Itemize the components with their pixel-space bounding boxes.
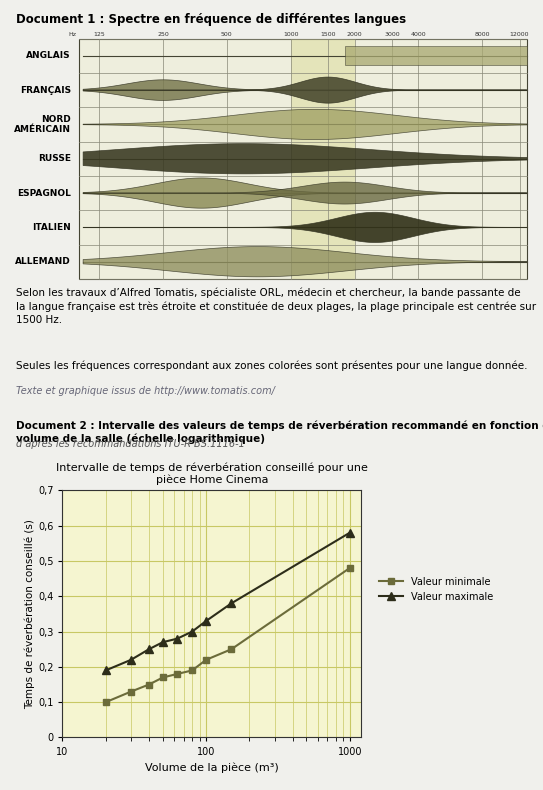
Valeur maximale	[174, 634, 180, 643]
Text: ANGLAIS: ANGLAIS	[26, 51, 71, 60]
X-axis label: Volume de la pièce (m³): Volume de la pièce (m³)	[145, 762, 279, 773]
Text: RUSSE: RUSSE	[38, 154, 71, 164]
Valeur minimale	[174, 669, 180, 679]
Valeur maximale	[146, 645, 152, 654]
Legend: Valeur minimale, Valeur maximale: Valeur minimale, Valeur maximale	[375, 573, 497, 606]
Polygon shape	[83, 80, 527, 100]
Text: d’après les recommandations ITU-R BS.1116-1: d’après les recommandations ITU-R BS.111…	[16, 439, 245, 450]
Valeur maximale	[189, 626, 195, 636]
Text: 500: 500	[221, 32, 232, 37]
Polygon shape	[83, 144, 527, 174]
Text: 8000: 8000	[475, 32, 490, 37]
Text: 12000: 12000	[510, 32, 529, 37]
Bar	[345, 46, 527, 66]
Valeur maximale	[203, 616, 210, 626]
Text: ALLEMAND: ALLEMAND	[15, 258, 71, 266]
Text: NORD
AMÉRICAIN: NORD AMÉRICAIN	[14, 115, 71, 134]
Text: 250: 250	[157, 32, 169, 37]
Polygon shape	[83, 213, 527, 243]
Text: 125: 125	[93, 32, 105, 37]
Valeur minimale	[146, 679, 152, 689]
Valeur minimale	[203, 655, 210, 664]
Polygon shape	[83, 178, 527, 209]
Polygon shape	[83, 182, 527, 204]
Title: Intervalle de temps de réverbération conseillé pour une
pièce Home Cinema: Intervalle de temps de réverbération con…	[56, 463, 368, 485]
Line: Valeur maximale: Valeur maximale	[102, 529, 353, 674]
Bar	[79, 39, 527, 279]
Y-axis label: Temps de réverbération conseillé (s): Temps de réverbération conseillé (s)	[24, 519, 35, 709]
Valeur maximale	[103, 666, 109, 675]
Text: 1000: 1000	[283, 32, 299, 37]
Text: Selon les travaux d’Alfred Tomatis, spécialiste ORL, médecin et chercheur, la ba: Selon les travaux d’Alfred Tomatis, spéc…	[16, 288, 536, 325]
Valeur minimale	[103, 698, 109, 707]
Valeur maximale	[228, 599, 235, 608]
Text: ESPAGNOL: ESPAGNOL	[17, 189, 71, 198]
Bar	[291, 39, 355, 279]
Text: Document 2 : Intervalle des valeurs de temps de réverbération recommandé en fonc: Document 2 : Intervalle des valeurs de t…	[16, 421, 543, 444]
Valeur minimale	[128, 687, 134, 696]
Text: Hz: Hz	[68, 32, 76, 37]
Text: Seules les fréquences correspondant aux zones colorées sont présentes pour une l: Seules les fréquences correspondant aux …	[16, 360, 528, 371]
Text: 2000: 2000	[347, 32, 362, 37]
Text: 3000: 3000	[384, 32, 400, 37]
Valeur maximale	[346, 528, 353, 537]
Text: Document 1 : Spectre en fréquence de différentes langues: Document 1 : Spectre en fréquence de dif…	[16, 13, 406, 27]
Text: 4000: 4000	[411, 32, 426, 37]
Valeur minimale	[189, 666, 195, 675]
Text: Texte et graphique issus de http://www.tomatis.com/: Texte et graphique issus de http://www.t…	[16, 386, 275, 396]
Polygon shape	[83, 109, 527, 140]
Valeur maximale	[128, 655, 134, 664]
Text: FRANÇAIS: FRANÇAIS	[20, 85, 71, 95]
Polygon shape	[83, 77, 527, 103]
Line: Valeur minimale: Valeur minimale	[103, 565, 353, 705]
Text: 1500: 1500	[320, 32, 336, 37]
Polygon shape	[83, 246, 527, 276]
Valeur maximale	[160, 638, 166, 647]
Valeur minimale	[228, 645, 235, 654]
Text: ITALIEN: ITALIEN	[32, 223, 71, 232]
Valeur minimale	[346, 563, 353, 573]
Valeur minimale	[160, 673, 166, 683]
